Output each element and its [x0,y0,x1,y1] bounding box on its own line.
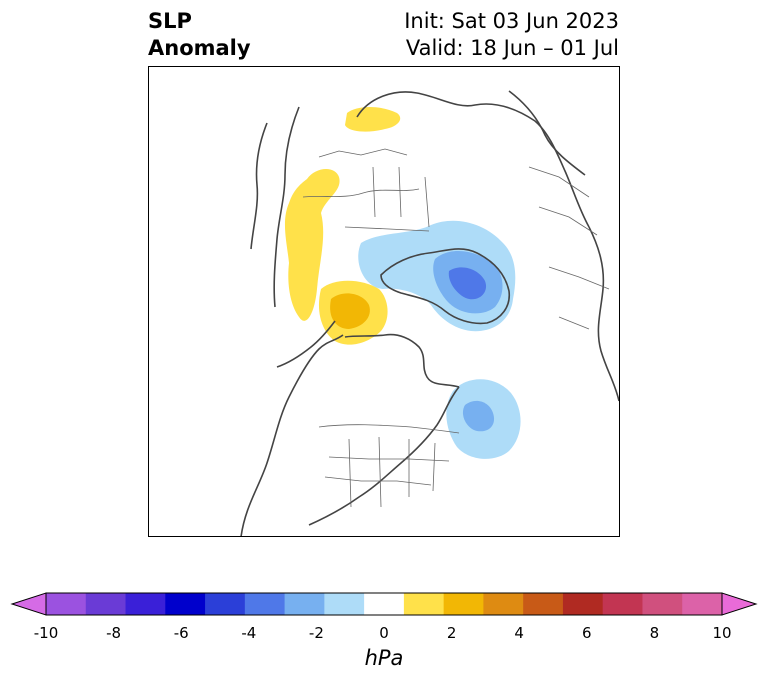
colorbar-segment [284,593,325,615]
forecast-dates: Init: Sat 03 Jun 2023 Valid: 18 Jun – 01… [404,8,619,62]
colorbar-tick-label: 6 [582,624,592,642]
init-date: Init: Sat 03 Jun 2023 [404,9,619,33]
negative-anomaly-atlantic-core [462,400,495,432]
colorbar-tick-label: -2 [308,624,324,642]
title-line-2: Anomaly [148,36,251,60]
colorbar [10,592,758,616]
colorbar-tick-label: -10 [33,624,59,642]
valid-range: Valid: 18 Jun – 01 Jul [405,36,619,60]
coastlines [240,90,619,536]
colorbar-tick-label: 4 [514,624,524,642]
colorbar-segment [364,593,405,615]
title-line-1: SLP [148,9,192,33]
political-borders [302,148,610,508]
positive-anomaly-scandinavia [345,107,401,132]
colorbar-segment [523,593,564,615]
colorbar-segment [403,593,445,615]
colorbar-segment [443,593,484,615]
colorbar-extend-min [10,592,47,616]
colorbar-tick-label: -4 [241,624,257,642]
positive-anomaly-alaska-core [330,293,370,329]
colorbar-tick-label: 8 [649,624,660,642]
map-title: SLP Anomaly [148,8,251,62]
colorbar-segment [324,593,365,615]
colorbar-segment [205,593,246,615]
colorbar-tick-label: -6 [173,624,189,642]
colorbar-segment [682,593,723,615]
colorbar-tick-label: 10 [712,624,732,642]
colorbar-unit-label: hPa [364,646,404,670]
colorbar-segment [244,593,286,615]
colorbar-segment [642,593,683,615]
colorbar-tick-label: 2 [446,624,457,642]
colorbar-segment [125,593,166,615]
colorbar-segment [85,593,127,615]
positive-anomaly-siberia [284,168,340,321]
colorbar-segment [165,593,206,615]
colorbar-segment [562,593,604,615]
colorbar-tick-label: 0 [379,624,389,642]
colorbar-segment [602,593,643,615]
negative-anomaly-greenland-core [448,267,487,300]
colorbar-segment [483,593,524,615]
colorbar-extend-max [721,592,758,616]
map-panel [148,66,620,537]
anomaly-map [240,90,619,536]
colorbar-segment [46,593,87,615]
colorbar-tick-label: -8 [106,624,122,642]
